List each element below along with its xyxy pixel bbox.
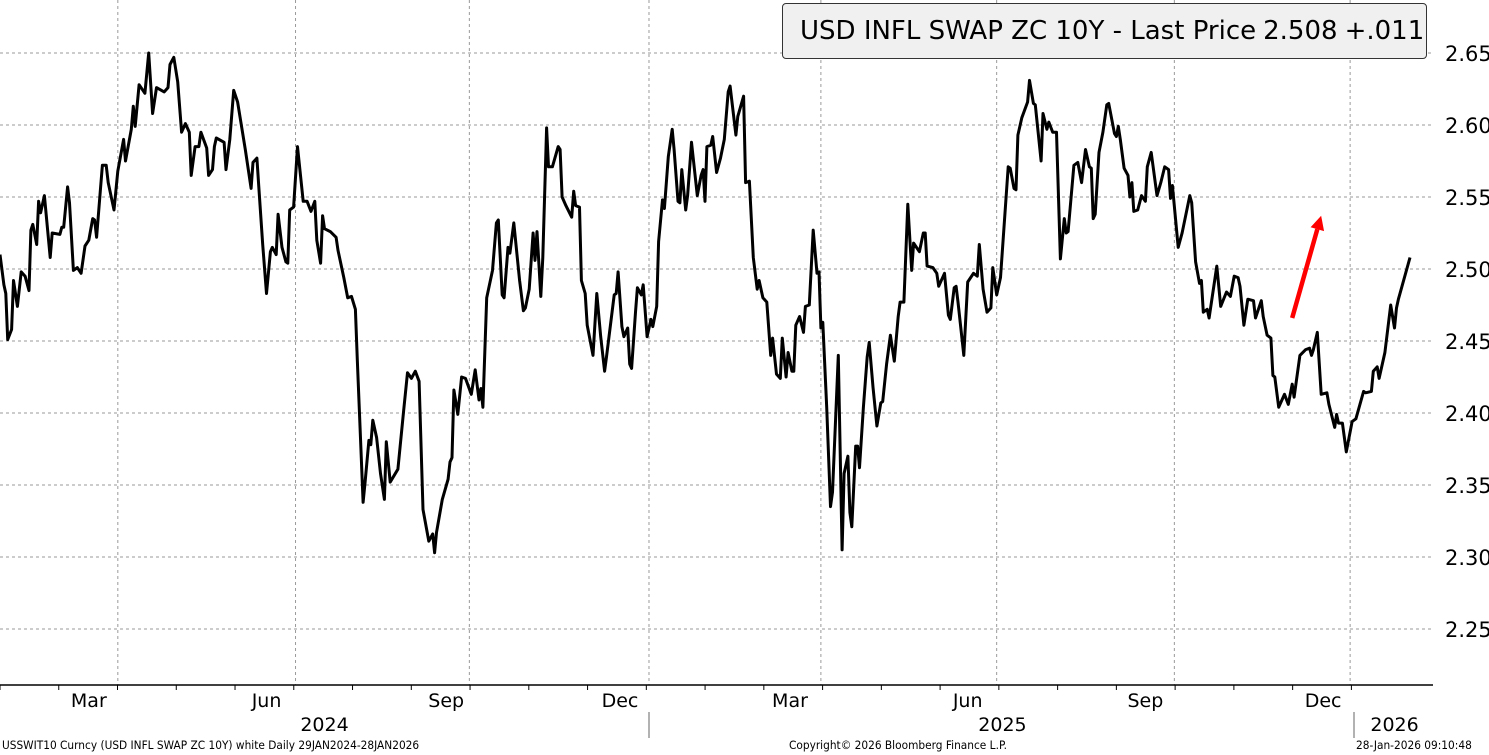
- red-arrow-head-icon: [1310, 215, 1325, 232]
- legend: USD INFL SWAP ZC 10Y - Last Price 2.508 …: [782, 3, 1427, 59]
- y-tick-label: 2.30: [1445, 546, 1489, 570]
- y-tick-label: 2.40: [1445, 402, 1489, 426]
- x-tick-label: Jun: [251, 690, 282, 712]
- x-tick-label: Sep: [428, 690, 464, 712]
- annotation-layer: [1290, 215, 1325, 319]
- series-line-usd-infl-swap: [0, 51, 1412, 555]
- y-tick-label: 2.25: [1445, 618, 1489, 642]
- legend-change: +.011: [1344, 16, 1425, 46]
- series-layer: [0, 51, 1412, 555]
- year-label: 2026: [1370, 714, 1418, 736]
- legend-series-name: USD INFL SWAP ZC 10Y - Last Price: [800, 16, 1257, 46]
- legend-last-value: 2.508: [1263, 16, 1338, 46]
- gridlines: [0, 0, 1433, 685]
- x-tick-label: Mar: [772, 690, 808, 712]
- y-tick-label: 2.60: [1445, 114, 1489, 138]
- y-tick-label: 2.55: [1445, 186, 1489, 210]
- y-tick-label: 2.65: [1445, 42, 1489, 66]
- y-tick-label: 2.50: [1445, 258, 1489, 282]
- x-tick-label: Dec: [602, 690, 639, 712]
- red-arrow-shaft: [1290, 228, 1320, 319]
- x-tick-label: Jun: [952, 690, 983, 712]
- x-tick-label: Mar: [71, 690, 107, 712]
- year-label: 2024: [300, 714, 348, 736]
- x-tick-label: Sep: [1127, 690, 1163, 712]
- y-tick-label: 2.35: [1445, 474, 1489, 498]
- footer-copyright: Copyright© 2026 Bloomberg Finance L.P.: [789, 738, 1008, 752]
- axes: 2.25 2.30 2.35 2.40 2.45 2.50 2.55 2.60 2.65 Mar J…: [0, 42, 1489, 738]
- footer-ticker-info: USSWIT10 Curncy (USD INFL SWAP ZC 10Y) w…: [2, 738, 420, 752]
- y-tick-label: 2.45: [1445, 330, 1489, 354]
- year-label: 2025: [978, 714, 1026, 736]
- x-tick-label: Dec: [1305, 690, 1342, 712]
- footer-timestamp: 28-Jan-2026 09:10:48: [1356, 738, 1472, 752]
